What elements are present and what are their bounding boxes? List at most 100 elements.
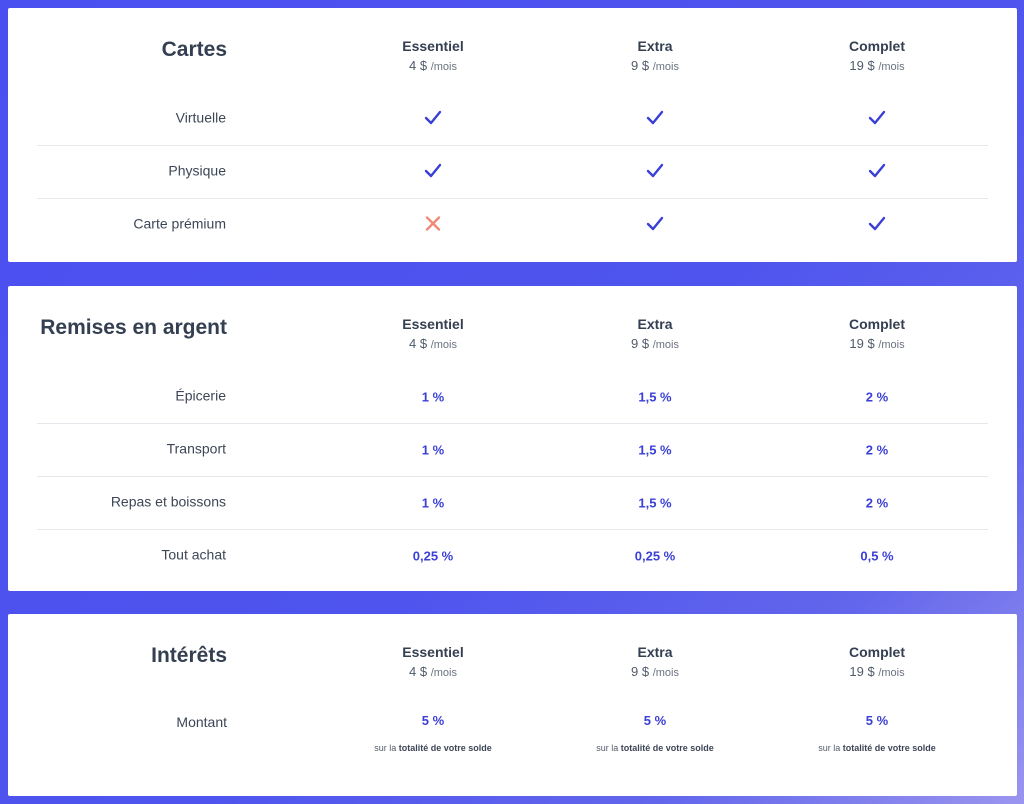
interest-cell-extra: 5 % sur la totalité de votre solde [555,713,755,753]
plan-price-amount: 19 $ [849,336,875,351]
table-row: Épicerie 1 % 1,5 % 2 % [37,371,988,423]
plan-price: 4 $ /mois [353,335,513,354]
check-icon [868,216,886,231]
plan-name: Complet [849,644,905,660]
plan-price: 19 $ /mois [797,335,957,354]
table-row: Repas et boissons 1 % 1,5 % 2 % [37,476,988,529]
table-row: Tout achat 0,25 % 0,25 % 0,5 % [37,529,988,582]
cashback-value: 0,25 % [412,548,454,564]
interest-note: sur la totalité de votre solde [777,743,977,753]
plan-price: 9 $ /mois [575,57,735,76]
plan-name: Extra [637,38,673,54]
remises-rows: Épicerie 1 % 1,5 % 2 % Transport 1 % 1,5 % 2 % R… [37,371,988,582]
cell-extra: 1,5 % [575,496,735,511]
row-label: Repas et boissons [110,493,226,510]
cell-essentiel [353,108,513,131]
interest-note: sur la totalité de votre solde [333,743,533,753]
cell-extra: 1,5 % [575,390,735,405]
cashback-value: 1,5 % [638,442,672,458]
interets-header: Intérêts Essentiel 4 $ /mois Extra 9 $ /… [8,614,1017,694]
table-row: Transport 1 % 1,5 % 2 % [37,423,988,476]
plan-header-essentiel: Essentiel 4 $ /mois [353,38,513,76]
plan-price-amount: 4 $ [409,336,428,351]
cartes-rows: Virtuelle Physique Carte prémium [37,93,988,251]
plan-price-period: /mois [652,339,679,351]
remises-card: Remises en argent Essentiel 4 $ /mois Ex… [8,286,1017,591]
plan-price: 4 $ /mois [353,663,513,682]
cell-essentiel: 1 % [353,390,513,405]
cell-essentiel: 1 % [353,496,513,511]
section-title-cartes: Cartes [161,38,227,61]
cashback-value: 0,5 % [860,548,894,564]
plan-price-period: /mois [430,339,457,351]
plan-price-amount: 19 $ [849,58,875,73]
plan-price-amount: 19 $ [849,664,875,679]
plan-price: 9 $ /mois [575,335,735,354]
plan-price-period: /mois [430,667,457,679]
plan-header-complet: Complet 19 $ /mois [797,38,957,76]
check-icon [646,110,664,125]
note-bold: totalité de votre solde [620,743,714,753]
plan-price-period: /mois [652,61,679,73]
interest-rate: 5 % [865,713,889,728]
cell-essentiel [353,214,513,237]
check-icon [646,216,664,231]
cashback-value: 2 % [865,495,889,511]
cell-complet: 2 % [797,496,957,511]
plan-price: 19 $ /mois [797,57,957,76]
cross-icon [425,216,441,231]
plan-name: Essentiel [402,38,464,54]
plan-price: 4 $ /mois [353,57,513,76]
plan-name: Complet [849,316,905,332]
cell-extra: 0,25 % [575,549,735,564]
section-title-interets: Intérêts [151,644,227,667]
cashback-value: 0,25 % [634,548,676,564]
check-icon [868,110,886,125]
cell-extra [575,161,735,184]
plan-header-essentiel: Essentiel 4 $ /mois [353,316,513,354]
interest-rate: 5 % [421,713,445,728]
plan-name: Essentiel [402,644,464,660]
cashback-value: 1,5 % [638,389,672,405]
interest-rate: 5 % [643,713,667,728]
plan-name: Extra [637,316,673,332]
row-label: Épicerie [175,387,226,404]
table-row: Virtuelle [37,93,988,145]
plan-price-period: /mois [878,339,905,351]
note-bold: totalité de votre solde [398,743,492,753]
plan-price-period: /mois [878,61,905,73]
cashback-value: 2 % [865,442,889,458]
row-label: Physique [168,162,226,179]
cell-essentiel: 0,25 % [353,549,513,564]
note-prefix: sur la [374,743,397,753]
cell-complet: 0,5 % [797,549,957,564]
interest-cell-complet: 5 % sur la totalité de votre solde [777,713,977,753]
note-bold: totalité de votre solde [842,743,936,753]
cell-essentiel: 1 % [353,443,513,458]
cashback-value: 1 % [421,495,445,511]
plan-price: 19 $ /mois [797,663,957,682]
plan-name: Extra [637,644,673,660]
check-icon [868,163,886,178]
row-label: Montant [176,714,227,730]
check-icon [646,163,664,178]
row-label: Tout achat [161,546,226,563]
check-icon [424,163,442,178]
cell-complet [797,108,957,131]
cashback-value: 2 % [865,389,889,405]
table-row: Physique [37,145,988,198]
interest-note: sur la totalité de votre solde [555,743,755,753]
row-label: Virtuelle [175,109,226,126]
interets-card: Intérêts Essentiel 4 $ /mois Extra 9 $ /… [8,614,1017,796]
plan-price-amount: 9 $ [631,336,650,351]
cashback-value: 1,5 % [638,495,672,511]
plan-price: 9 $ /mois [575,663,735,682]
plan-price-amount: 9 $ [631,58,650,73]
cell-complet: 2 % [797,443,957,458]
cell-complet [797,214,957,237]
plan-header-extra: Extra 9 $ /mois [575,644,735,682]
plan-header-extra: Extra 9 $ /mois [575,38,735,76]
plan-header-extra: Extra 9 $ /mois [575,316,735,354]
row-label: Carte prémium [133,215,226,232]
note-prefix: sur la [818,743,841,753]
